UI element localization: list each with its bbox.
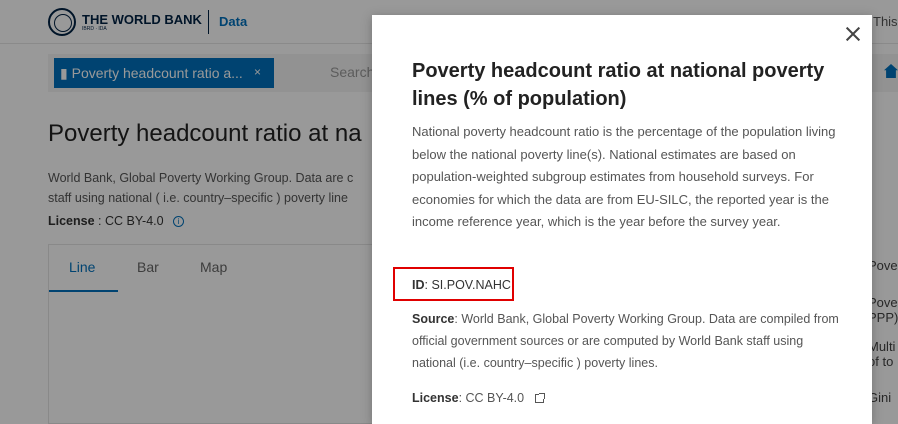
chip-close-icon[interactable]: × — [254, 65, 262, 79]
page-title: Poverty headcount ratio at na — [48, 120, 362, 147]
indicator-id: ID: SI.POV.NAHC — [412, 278, 511, 292]
bar-chart-icon: ▮ — [60, 65, 68, 81]
page-description: World Bank, Global Poverty Working Group… — [48, 171, 354, 205]
logo-divider — [208, 10, 209, 34]
list-item[interactable]: Multi — [868, 339, 896, 354]
list-item[interactable]: Pove — [868, 295, 898, 310]
license-link[interactable]: : CC BY-4.0 — [458, 391, 525, 405]
globe-icon — [48, 8, 76, 36]
modal-description: National poverty headcount ratio is the … — [412, 124, 836, 229]
tab-bar[interactable]: Bar — [137, 259, 159, 275]
home-icon[interactable] — [884, 64, 898, 78]
indicator-info-modal: Poverty headcount ratio at national pove… — [372, 15, 872, 424]
top-right-text[interactable]: This — [873, 14, 898, 29]
world-bank-logo[interactable]: THE WORLD BANK IBRD · IDA — [48, 8, 202, 36]
info-icon[interactable]: i — [173, 216, 185, 228]
list-item[interactable]: of to — [868, 354, 894, 369]
logo-name: THE WORLD BANK — [82, 11, 202, 27]
tab-map[interactable]: Map — [200, 259, 228, 275]
indicator-chip[interactable]: ▮ Poverty headcount ratio a... — [54, 58, 274, 88]
external-link-icon[interactable] — [534, 393, 545, 403]
source-text: Source: World Bank, Global Poverty Worki… — [412, 312, 839, 370]
list-item[interactable]: PPP) — [868, 310, 898, 325]
page-license: License : CC BY-4.0 i — [48, 214, 185, 228]
close-icon[interactable] — [842, 23, 864, 45]
data-link[interactable]: Data — [219, 14, 248, 29]
logo-sub: IBRD · IDA — [82, 25, 107, 32]
indicator-chip-label: Poverty headcount ratio a... — [71, 65, 243, 81]
tab-line[interactable]: Line — [69, 259, 96, 275]
license-info: License: CC BY-4.0 — [412, 391, 545, 405]
list-item[interactable]: Pove — [868, 258, 898, 273]
modal-title: Poverty headcount ratio at national pove… — [412, 60, 825, 110]
active-tab-underline — [49, 290, 118, 292]
list-item[interactable]: Gini — [868, 390, 892, 405]
id-highlight-box — [393, 267, 514, 301]
